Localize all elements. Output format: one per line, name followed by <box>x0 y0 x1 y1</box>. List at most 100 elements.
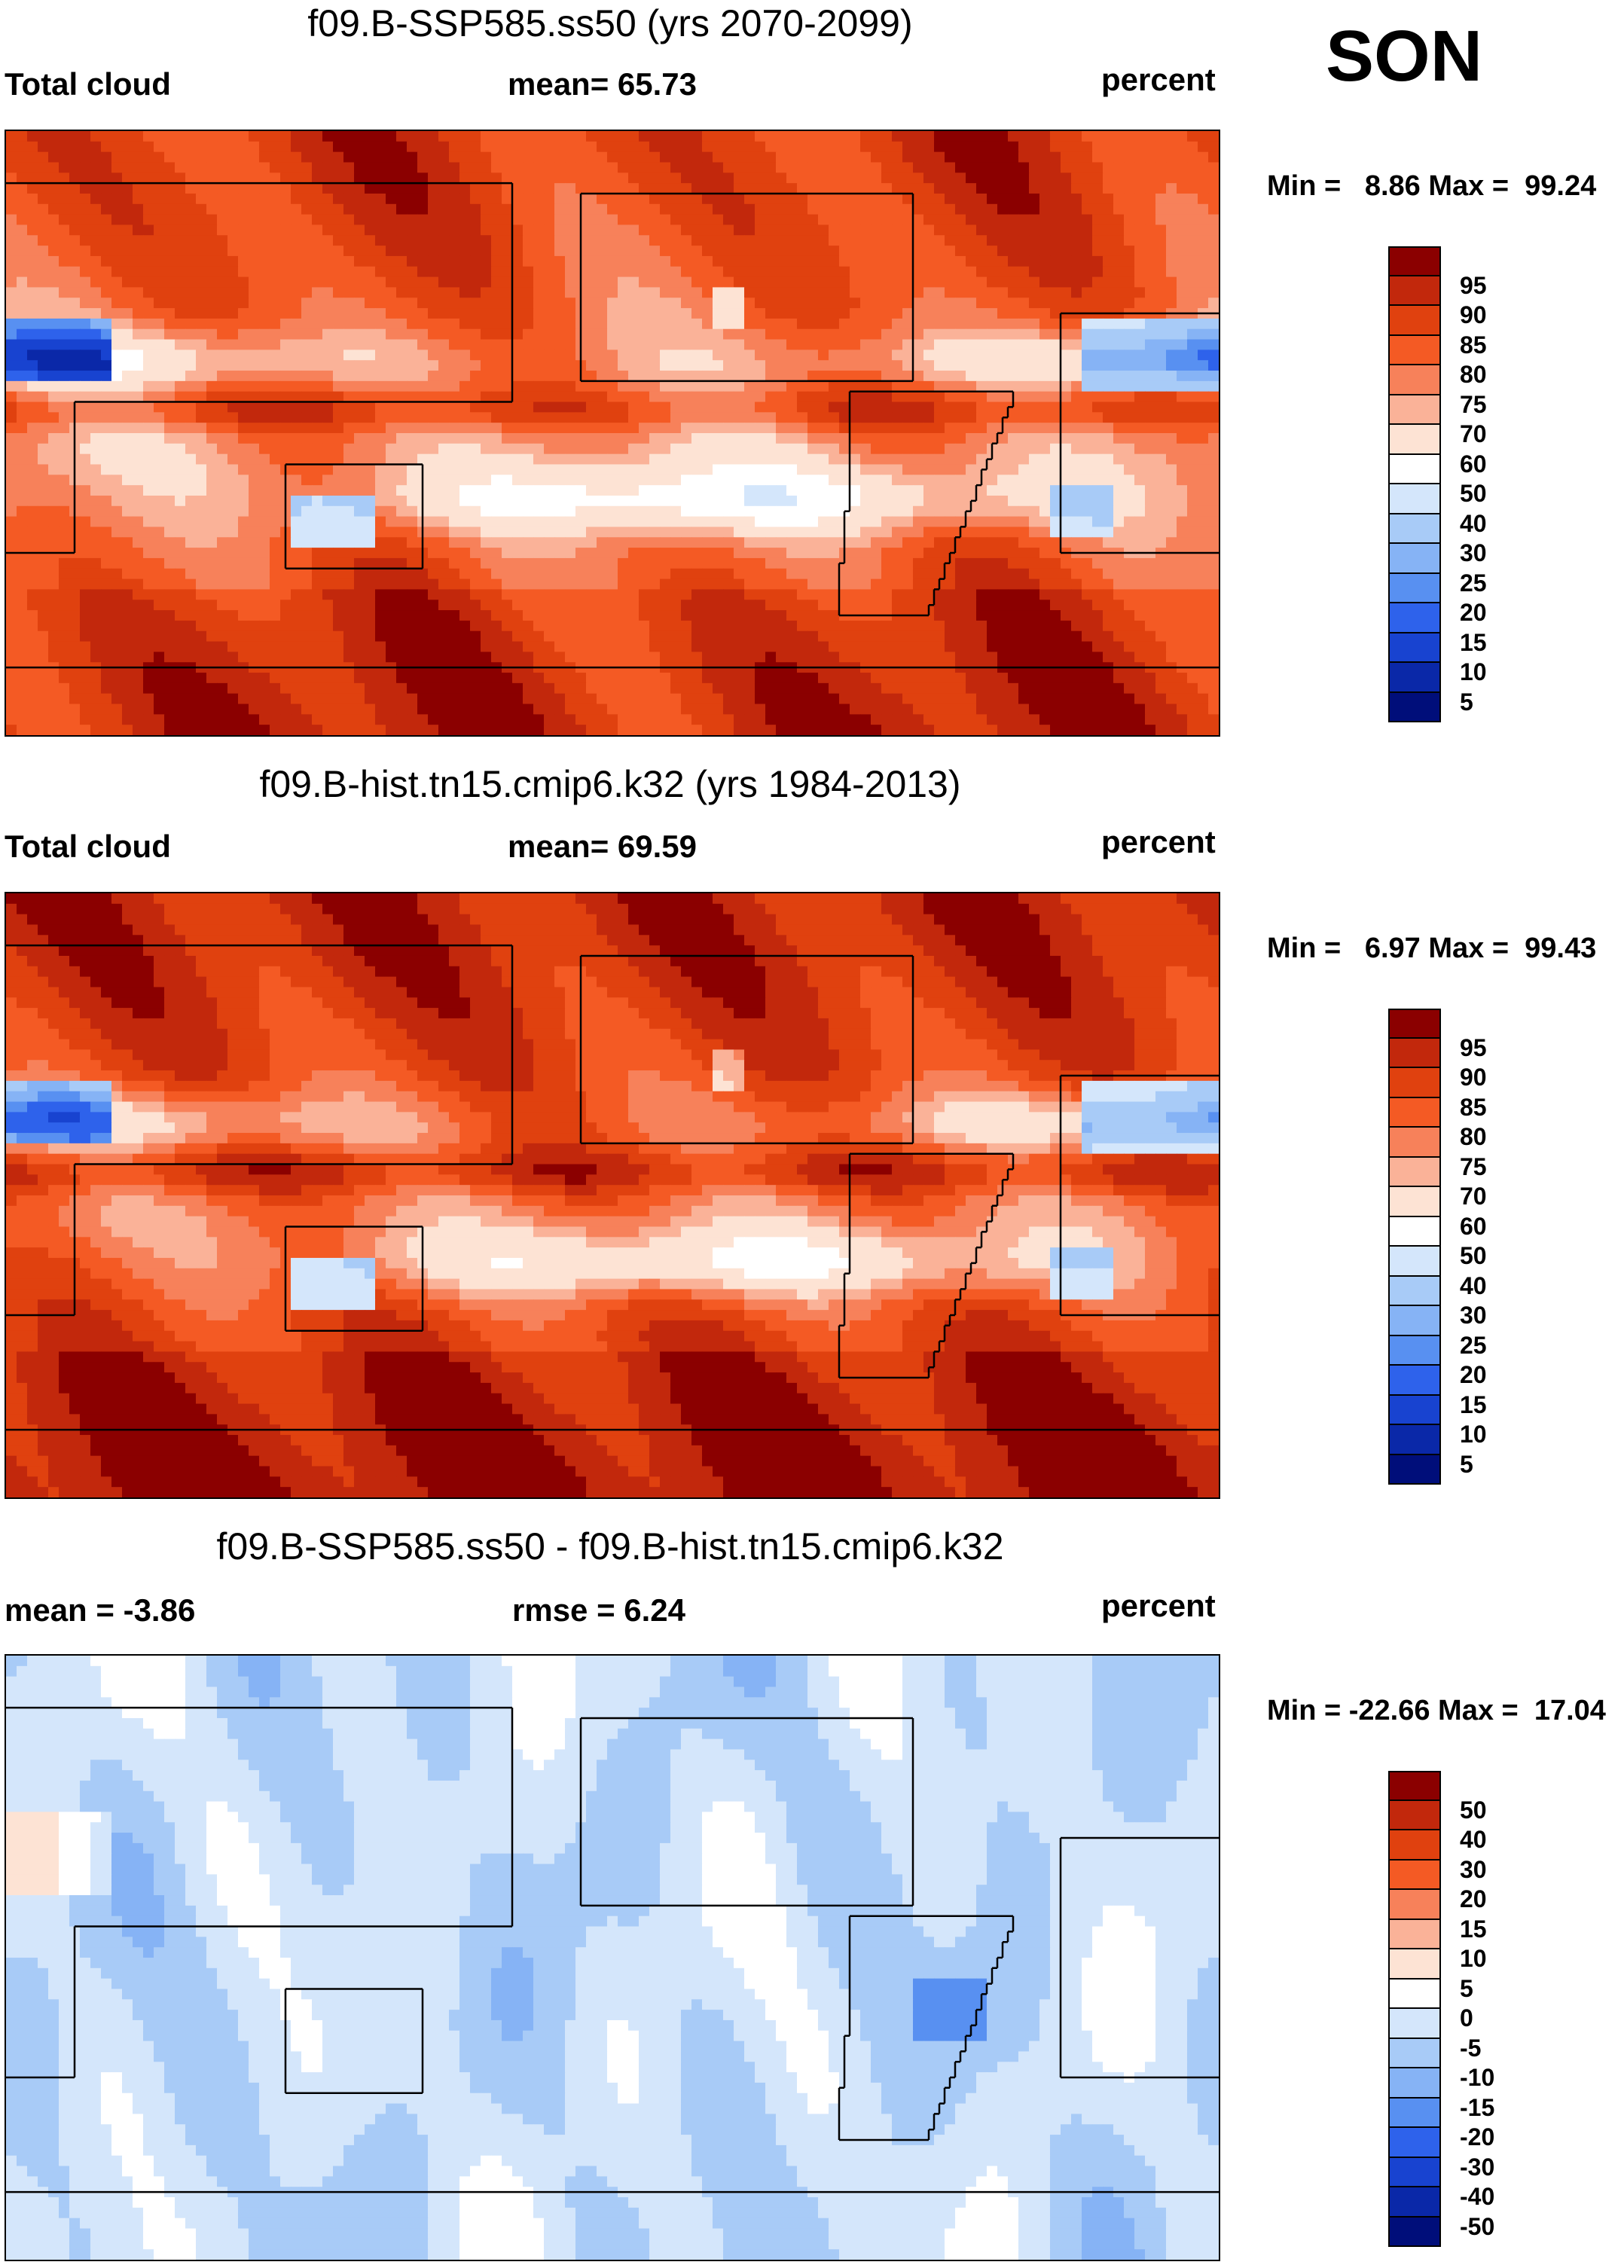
map-cell <box>111 443 123 455</box>
map-cell <box>270 350 281 361</box>
map-cell <box>27 443 38 455</box>
map-cell <box>80 391 91 403</box>
map-cell <box>491 162 502 173</box>
map-cell <box>829 224 840 236</box>
map-cell <box>818 151 829 163</box>
map-cell <box>502 371 513 382</box>
map-cell <box>238 246 249 257</box>
map-cell <box>765 276 777 288</box>
map-cell <box>206 276 218 288</box>
map-cell <box>417 578 429 591</box>
map-cell <box>945 433 956 444</box>
map-cell <box>892 151 903 163</box>
map-cell <box>407 443 418 455</box>
map-cell <box>1103 224 1114 236</box>
map-cell <box>291 475 302 486</box>
map-cell <box>90 443 102 455</box>
map-cell <box>38 443 49 455</box>
map-cell <box>1177 433 1188 444</box>
map-cell <box>1145 516 1156 528</box>
map-cell <box>1187 527 1198 538</box>
map-cell <box>249 537 260 548</box>
map-cell <box>185 246 197 257</box>
map-cell <box>48 235 60 246</box>
map-cell <box>723 360 734 371</box>
map-cell <box>1071 475 1082 486</box>
map-cell <box>1071 568 1082 580</box>
map-cell <box>670 371 682 382</box>
map-cell <box>227 391 239 403</box>
map-cell <box>1029 162 1040 173</box>
map-cell <box>734 276 745 288</box>
map-cell <box>554 151 566 163</box>
map-cell <box>354 475 365 486</box>
map-cell <box>786 568 798 580</box>
map-cell <box>312 224 323 236</box>
map-cell <box>217 131 228 142</box>
map-cell <box>776 453 787 466</box>
map-cell <box>206 391 218 403</box>
map-cell <box>607 495 618 507</box>
map-cell <box>90 380 102 392</box>
map-cell <box>966 350 977 361</box>
map-cell <box>755 318 766 330</box>
map-cell <box>987 318 998 330</box>
map-cell <box>512 423 524 434</box>
map-cell <box>1008 235 1019 246</box>
map-cell <box>428 443 439 455</box>
map-cell <box>934 298 945 309</box>
map-cell <box>1208 527 1219 538</box>
map-cell <box>997 162 1009 173</box>
map-cell <box>154 298 165 309</box>
map-cell <box>365 527 376 538</box>
map-cell <box>365 360 376 371</box>
map-cell <box>639 412 650 423</box>
map-cell <box>1061 172 1072 184</box>
map-cell <box>881 224 893 236</box>
map-cell <box>259 391 270 403</box>
map-cell <box>111 350 123 361</box>
map-cell <box>723 151 734 163</box>
map-cell <box>227 371 239 382</box>
map-cell <box>902 433 914 444</box>
map-cell <box>628 298 640 309</box>
map-cell <box>586 557 597 569</box>
map-cell <box>902 318 914 330</box>
map-cell <box>280 371 292 382</box>
map-cell <box>90 423 102 434</box>
map-cell <box>322 162 334 173</box>
map-cell <box>575 464 587 475</box>
map-cell <box>1018 516 1030 528</box>
map-cell <box>1166 495 1177 507</box>
map-cell <box>259 568 270 580</box>
map-cell <box>607 151 618 163</box>
map-cell <box>111 298 123 309</box>
map-cell <box>744 308 756 319</box>
map-cell <box>6 505 17 517</box>
map-cell <box>185 412 197 423</box>
map-cell <box>997 516 1009 528</box>
map-cell <box>59 568 70 580</box>
map-cell <box>1103 214 1114 226</box>
map-cell <box>1124 183 1135 194</box>
map-cell <box>164 475 176 486</box>
map-cell <box>523 527 534 538</box>
map-cell <box>343 276 355 288</box>
map-cell <box>945 423 956 434</box>
map-cell <box>343 318 355 330</box>
map-cell <box>554 412 566 423</box>
map-cell <box>744 568 756 580</box>
map-cell <box>597 412 608 423</box>
map-cell <box>185 308 197 319</box>
map-cell <box>217 371 228 382</box>
map-cell <box>807 475 819 486</box>
map-cell <box>818 443 829 455</box>
map-cell <box>639 224 650 236</box>
map-cell <box>1092 380 1104 392</box>
map-cell <box>913 527 924 538</box>
map-cell <box>839 423 850 434</box>
map-cell <box>459 141 471 153</box>
map-cell <box>1050 224 1061 236</box>
map-cell <box>333 193 344 205</box>
map-cell <box>238 339 249 350</box>
